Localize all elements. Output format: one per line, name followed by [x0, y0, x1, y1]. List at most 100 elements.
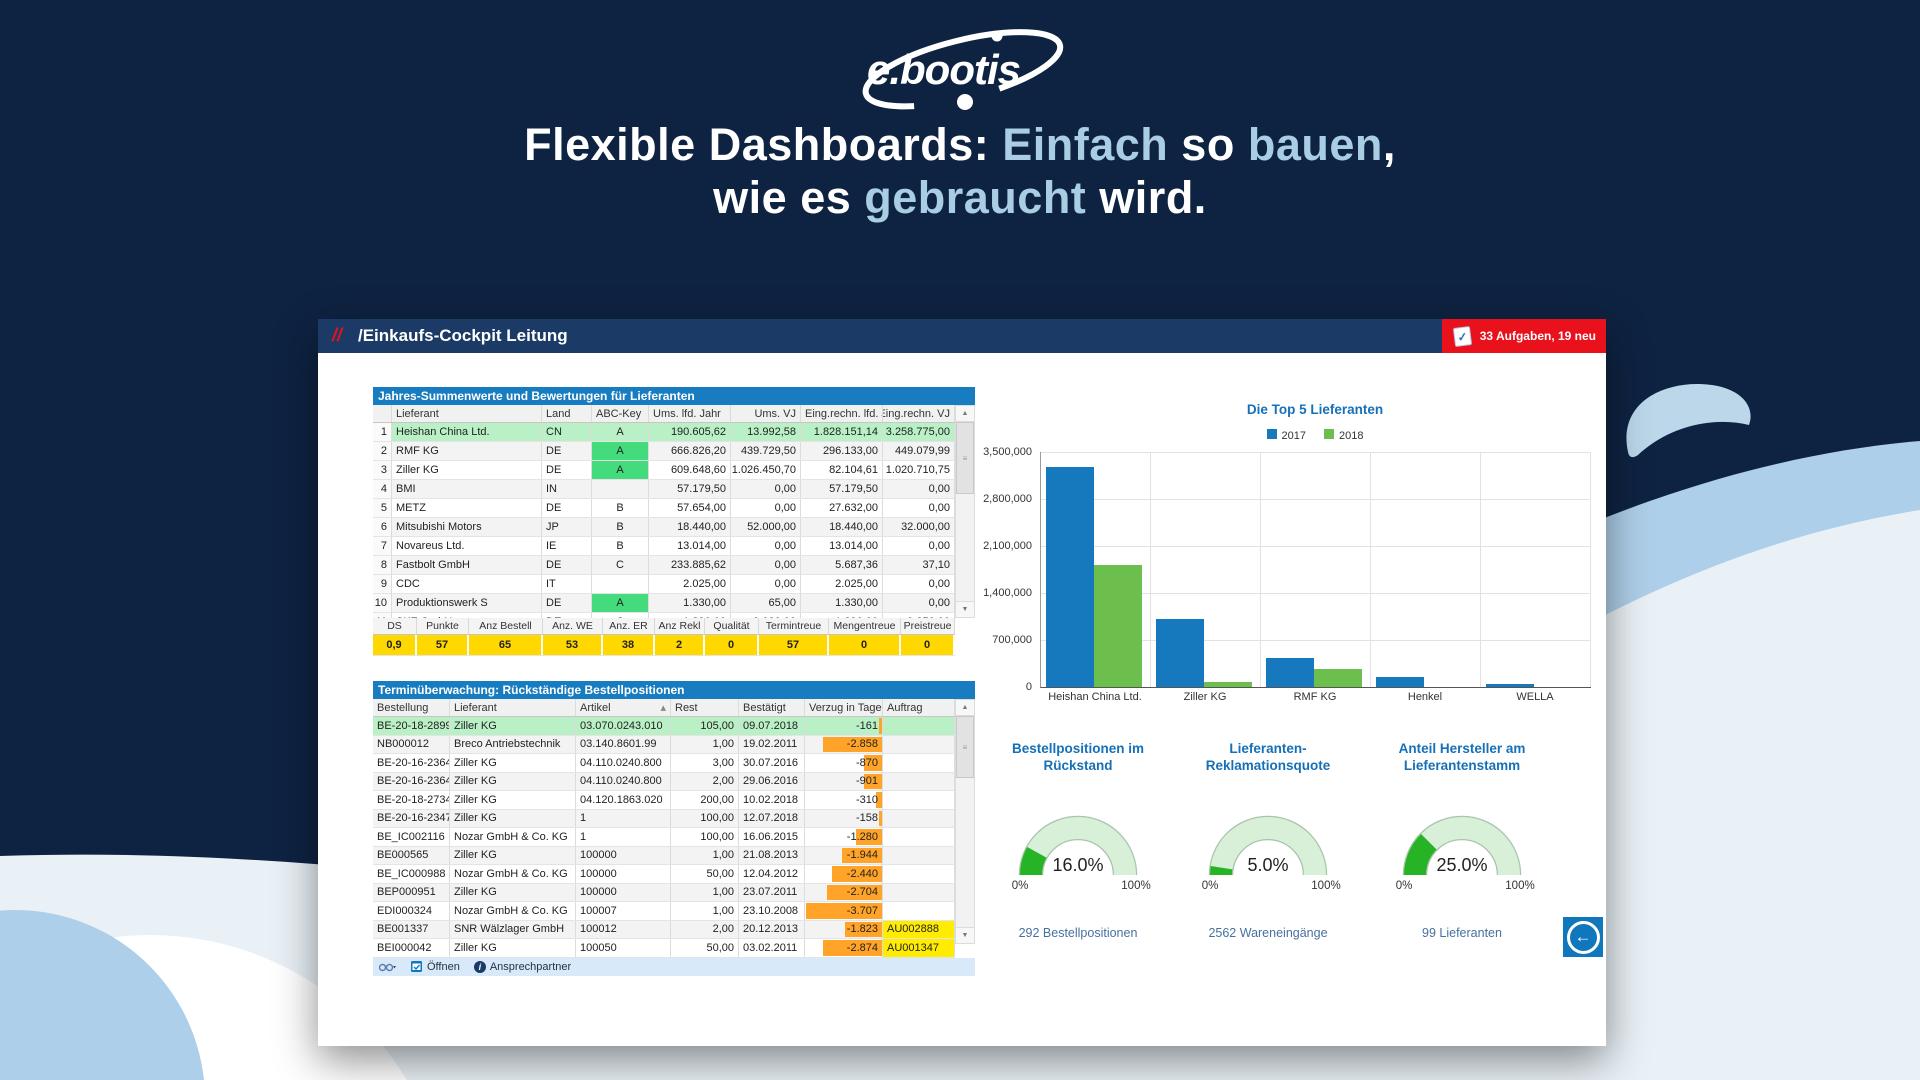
bar-2018[interactable] — [1204, 681, 1252, 687]
table-cell: 1.020.710,75 — [883, 461, 955, 479]
order-row[interactable]: BE-20-18-2899 Ziller KG 03.070.0243.010 105… — [373, 717, 955, 736]
table-header-row[interactable]: Lieferant Land ABC-Key Ums. lfd. Jahr Ums. V… — [373, 405, 955, 423]
order-row[interactable]: EDI000324 Nozar GmbH & Co. KG 100007 1,00 23… — [373, 902, 955, 921]
table-cell: 23.07.2011 — [739, 883, 805, 901]
verzug-data-bar — [823, 736, 882, 752]
x-tick-label: Henkel — [1407, 691, 1443, 703]
scroll-up-icon[interactable]: ▲ — [956, 700, 974, 716]
contact-button[interactable]: i Ansprechpartner — [473, 960, 571, 973]
chart-title: Die Top 5 Lieferanten — [1246, 402, 1384, 417]
table-cell: 57.179,50 — [649, 480, 731, 498]
bar-2017[interactable] — [1046, 467, 1094, 687]
scroll-thumb[interactable]: ≡ — [956, 716, 974, 778]
search-menu-button[interactable] — [379, 961, 396, 972]
table-cell: Eing.rechn. VJ — [883, 405, 955, 422]
table-cell: BE-20-16-2364 — [373, 754, 450, 772]
scroll-up-icon[interactable]: ▲ — [956, 406, 974, 422]
table-cell: 439.729,50 — [731, 442, 801, 460]
order-row[interactable]: BE-20-16-2364 Ziller KG 04.110.0240.800 3,0… — [373, 754, 955, 773]
supplier-row[interactable]: 5 METZ DE B 57.654,00 0,00 27.632,00 0,00 — [373, 499, 955, 518]
supplier-row[interactable]: 9 CDC IT 2.025,00 0,00 2.025,00 0,00 — [373, 575, 955, 594]
info-icon: i — [473, 960, 486, 973]
order-row[interactable]: BE-20-16-2364 Ziller KG 04.110.0240.800 2,0… — [373, 772, 955, 791]
table-cell: 2,00 — [671, 772, 739, 790]
supplier-score-summary: DS Punkte Anz Bestell Anz. WE Anz. ER Anz Rek… — [373, 618, 955, 656]
bar-2017[interactable] — [1486, 683, 1534, 687]
logo-text: e.bootis — [867, 46, 1020, 93]
supplier-row[interactable]: 2 RMF KG DE A 666.826,20 439.729,50 296.133,00… — [373, 442, 955, 461]
supplier-row[interactable]: 6 Mitsubishi Motors JP B 18.440,00 52.000,00 1… — [373, 518, 955, 537]
overdue-orders-scrollbar[interactable]: ▲ ≡ ▼ — [955, 699, 975, 944]
table-cell — [592, 575, 649, 593]
gauge-caption: 2562 Wareneingänge — [1208, 926, 1328, 940]
order-row[interactable]: NB000012 Breco Antriebstechnik 03.140.8601… — [373, 735, 955, 754]
gridline — [1041, 593, 1591, 594]
table-cell: 13.014,00 — [649, 537, 731, 555]
bar-2018[interactable] — [1314, 668, 1362, 687]
order-row[interactable]: BEI000042 Ziller KG 100050 50,00 03.02.2011 -… — [373, 939, 955, 958]
table-cell: 0,00 — [883, 537, 955, 555]
order-row[interactable]: BE_IC000988 Nozar GmbH & Co. KG 100000 50,0… — [373, 865, 955, 884]
order-row[interactable]: BE_IC002116 Nozar GmbH & Co. KG 1 100,00 16.… — [373, 828, 955, 847]
verzug-cell: -1.823 — [805, 920, 883, 938]
table-cell: METZ — [392, 499, 542, 517]
table-cell: 1.330,00 — [801, 594, 883, 612]
supplier-row[interactable]: 10 Produktionswerk S DE A 1.330,00 65,00 1.330… — [373, 594, 955, 613]
bar-2017[interactable] — [1376, 676, 1424, 687]
table-cell: 4 — [373, 480, 392, 498]
table-cell: 0 — [829, 635, 901, 655]
verzug-cell: -161 — [805, 717, 883, 735]
table-cell: 9 — [373, 575, 392, 593]
back-button[interactable]: ← — [1563, 917, 1603, 957]
order-row[interactable]: BEP000951 Ziller KG 100000 1,00 23.07.2011 -2… — [373, 883, 955, 902]
table-cell: 0 — [705, 635, 759, 655]
legend-swatch — [1324, 429, 1334, 439]
table-cell: BE001337 — [373, 920, 450, 938]
scroll-down-icon[interactable]: ▼ — [956, 601, 974, 617]
open-button[interactable]: Öffnen — [410, 960, 460, 973]
table-cell: 449.079,99 — [883, 442, 955, 460]
supplier-row[interactable]: 7 Novareus Ltd. IE B 13.014,00 0,00 13.014,00 0… — [373, 537, 955, 556]
legend-item-2018[interactable]: 2018 — [1324, 429, 1363, 442]
table-cell: 100000 — [576, 846, 671, 864]
supplier-row[interactable]: 3 Ziller KG DE A 609.648,60 1.026.450,70 82.10… — [373, 461, 955, 480]
table-footer-toolbar: Öffnen i Ansprechpartner — [373, 957, 975, 976]
table-cell: Produktionswerk S — [392, 594, 542, 612]
table-cell: Qualität — [705, 618, 759, 634]
table-cell: 609.648,60 — [649, 461, 731, 479]
tasks-badge-label: 33 Aufgaben, 19 neu — [1479, 329, 1596, 343]
chart-category-group — [1151, 452, 1261, 687]
table-cell: 19.02.2011 — [739, 735, 805, 753]
gauge-caption: 99 Lieferanten — [1422, 926, 1502, 940]
table-cell: 03.140.8601.99 — [576, 735, 671, 753]
table-cell: Nozar GmbH & Co. KG — [450, 865, 576, 883]
order-row[interactable]: BE-20-16-2347 Ziller KG 1 100,00 12.07.2018 -… — [373, 809, 955, 828]
overdue-orders-grid: Bestellung Lieferant Artikel ▴ Rest Bestätig… — [373, 699, 955, 958]
order-row[interactable]: BE-20-18-2734 Ziller KG 04.120.1863.020 200… — [373, 791, 955, 810]
order-row[interactable]: BE001337 SNR Wälzlager GmbH 100012 2,00 20.1… — [373, 920, 955, 939]
table-cell: 13.992,58 — [731, 423, 801, 441]
verzug-value: -2.704 — [846, 886, 878, 899]
table-cell: 0,00 — [731, 537, 801, 555]
table-header-row[interactable]: Bestellung Lieferant Artikel ▴ Rest Bestätig… — [373, 699, 955, 717]
suppliers-table-scrollbar[interactable]: ▲ ≡ ▼ — [955, 405, 975, 618]
supplier-row[interactable]: 8 Fastbolt GmbH DE C 233.885,62 0,00 5.687,36 3… — [373, 556, 955, 575]
bar-2017[interactable] — [1266, 658, 1314, 687]
verzug-data-bar — [844, 921, 882, 937]
table-cell: Anz Bestell — [469, 618, 543, 634]
gauge-value: 16.0% — [1052, 855, 1103, 875]
table-cell: Ziller KG — [450, 791, 576, 809]
scroll-down-icon[interactable]: ▼ — [956, 927, 974, 943]
legend-item-2017[interactable]: 2017 — [1266, 429, 1306, 442]
supplier-row[interactable]: 4 BMI IN 57.179,50 0,00 57.179,50 0,00 — [373, 480, 955, 499]
supplier-row[interactable]: 1 Heishan China Ltd. CN A 190.605,62 13.992,5… — [373, 423, 955, 442]
bar-2017[interactable] — [1156, 619, 1204, 687]
verzug-cell: -1.280 — [805, 828, 883, 846]
table-cell: 0,00 — [883, 499, 955, 517]
order-row[interactable]: BE000565 Ziller KG 100000 1,00 21.08.2013 -1.… — [373, 846, 955, 865]
table-cell: 5.687,36 — [801, 556, 883, 574]
table-cell — [883, 791, 955, 809]
bar-2018[interactable] — [1094, 564, 1142, 687]
tasks-badge[interactable]: ✓ 33 Aufgaben, 19 neu — [1441, 319, 1606, 353]
scroll-thumb[interactable]: ≡ — [956, 422, 974, 494]
